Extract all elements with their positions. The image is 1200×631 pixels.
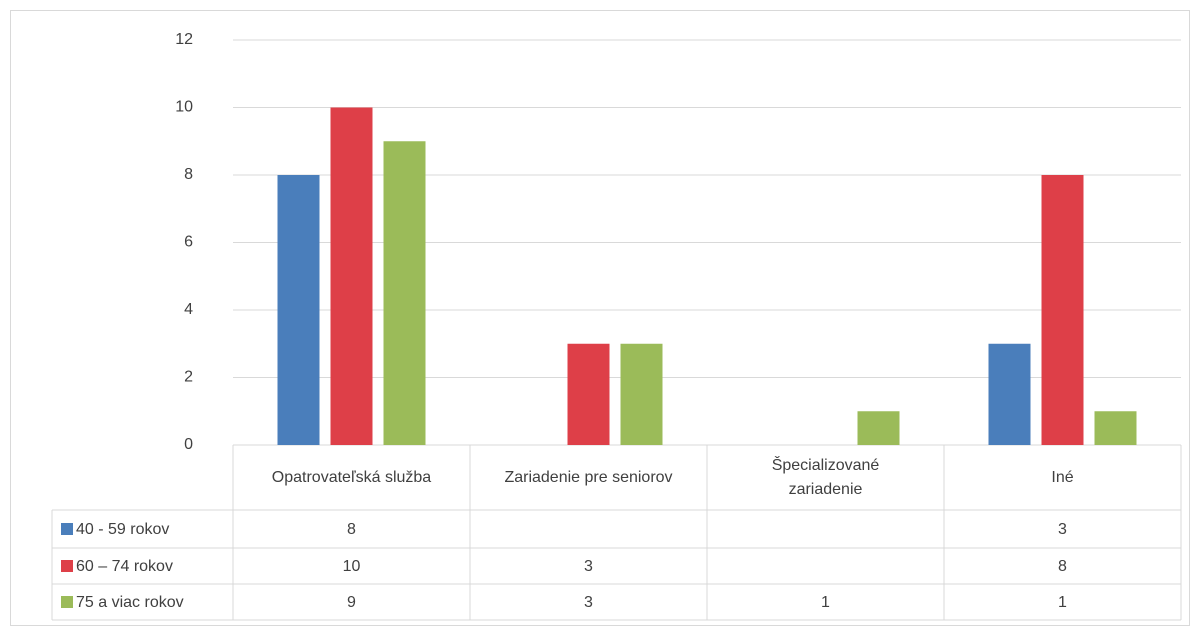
y-tick-label: 2 [184, 369, 193, 386]
bar [857, 411, 900, 445]
legend-key [61, 523, 73, 535]
y-tick-label: 8 [184, 166, 193, 183]
x-tick-label: Zariadenie pre seniorov [504, 468, 673, 486]
legend-key [61, 560, 73, 572]
y-tick-label: 0 [184, 436, 193, 453]
x-tick-label: Iné [1051, 468, 1074, 486]
table-value: 9 [347, 594, 356, 611]
legend-label: 40 - 59 rokov [76, 521, 169, 538]
bar [277, 175, 320, 445]
legend-key [61, 596, 73, 608]
table-value: 3 [584, 594, 593, 611]
y-tick-label: 10 [175, 99, 193, 116]
bar [620, 343, 663, 445]
table-value: 3 [584, 558, 593, 575]
legend-label: 75 a viac rokov [76, 594, 184, 611]
x-tick-label: Opatrovateľská služba [271, 468, 432, 486]
x-tick-label: Špecializované zariadenie [771, 456, 880, 498]
bar [1041, 175, 1084, 445]
bar [383, 141, 426, 445]
y-tick-label: 12 [175, 31, 193, 48]
bar [988, 343, 1031, 445]
legend-label: 60 – 74 rokov [76, 558, 173, 575]
table-value: 8 [347, 521, 356, 538]
bar [330, 107, 373, 445]
table-value: 8 [1058, 558, 1067, 575]
table-value: 1 [1058, 594, 1067, 611]
table-value: 1 [821, 594, 830, 611]
y-tick-label: 6 [184, 234, 193, 251]
table-value: 3 [1058, 521, 1067, 538]
y-tick-label: 4 [184, 301, 193, 318]
table-value: 10 [343, 558, 361, 575]
bar [567, 343, 610, 445]
bar [1094, 411, 1137, 445]
chart-frame [10, 10, 1190, 626]
